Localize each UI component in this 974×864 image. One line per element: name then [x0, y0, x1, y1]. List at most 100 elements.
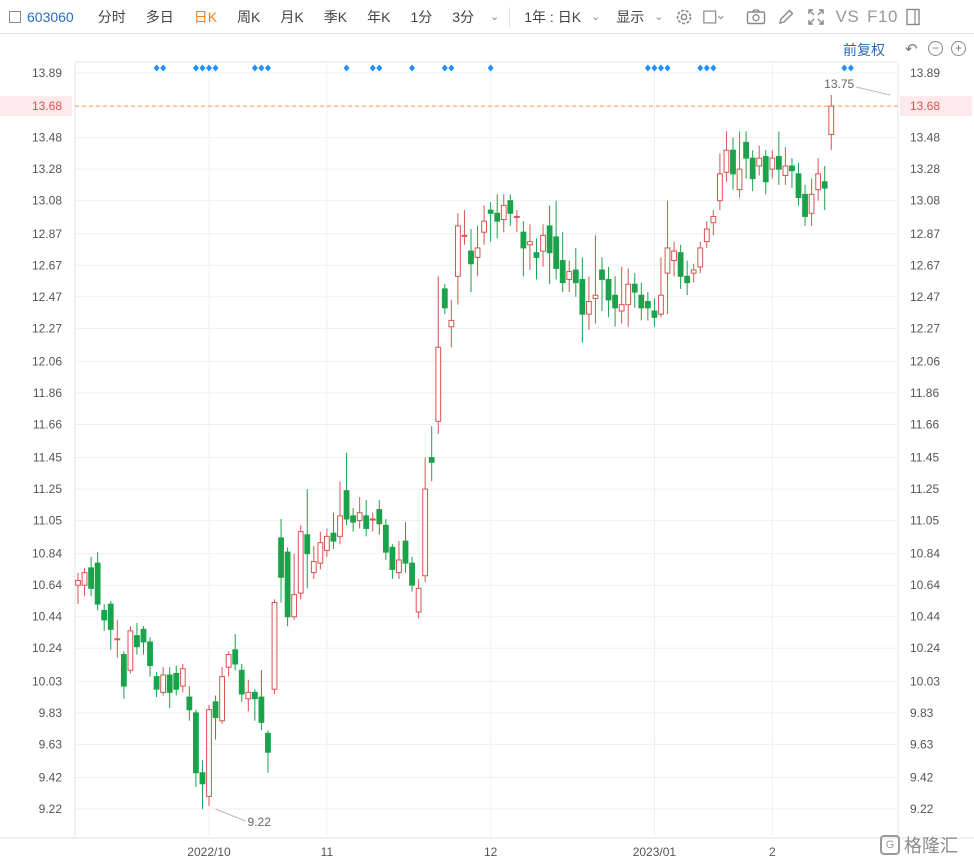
event-marker-icon[interactable] [369, 64, 376, 72]
select-checkbox[interactable] [9, 10, 21, 23]
candle-body[interactable] [762, 156, 769, 183]
candle-body[interactable] [186, 696, 193, 711]
candle-body[interactable] [350, 515, 357, 523]
fullscreen-icon[interactable] [805, 6, 827, 28]
candle-body[interactable] [736, 168, 743, 191]
candle-body[interactable] [363, 515, 370, 529]
event-marker-icon[interactable] [258, 64, 265, 72]
candle-body[interactable] [658, 294, 664, 315]
candle-body[interactable] [330, 532, 337, 542]
event-marker-icon[interactable] [448, 64, 455, 72]
candle-body[interactable] [81, 572, 88, 586]
candle-body[interactable] [802, 193, 808, 217]
candle-body[interactable] [369, 518, 376, 521]
candle-body[interactable] [756, 157, 763, 167]
candle-body[interactable] [258, 696, 265, 723]
candle-body[interactable] [428, 457, 435, 463]
pencil-icon[interactable] [775, 6, 797, 28]
candle-body[interactable] [317, 542, 324, 564]
gear-icon[interactable] [673, 6, 695, 28]
event-marker-icon[interactable] [153, 64, 160, 72]
candle-body[interactable] [625, 283, 632, 306]
candle-body[interactable] [271, 602, 278, 690]
event-marker-icon[interactable] [651, 64, 658, 72]
candle-body[interactable] [461, 234, 468, 237]
chevron-down-icon[interactable]: ⌄ [490, 11, 500, 23]
candle-body[interactable] [769, 157, 776, 170]
event-marker-icon[interactable] [212, 64, 219, 72]
square-tool-icon[interactable] [703, 6, 725, 28]
zoom-out-icon[interactable]: − [928, 41, 943, 56]
tab-monthly-k[interactable]: 月K [280, 8, 304, 25]
f10-button[interactable]: F10 [867, 6, 898, 26]
candle-body[interactable] [382, 524, 389, 553]
candle-body[interactable] [572, 269, 579, 284]
candle-body[interactable] [193, 712, 199, 774]
event-marker-icon[interactable] [703, 64, 710, 72]
tab-intraday[interactable]: 分时 [97, 8, 126, 25]
candle-body[interactable] [638, 294, 645, 309]
candle-body[interactable] [579, 278, 586, 315]
event-marker-icon[interactable] [343, 64, 350, 72]
candle-body[interactable] [441, 288, 448, 309]
candle-body[interactable] [238, 669, 245, 695]
candle-body[interactable] [225, 654, 232, 668]
tab-multi-day[interactable]: 多日 [145, 8, 174, 25]
candle-body[interactable] [284, 551, 291, 618]
candle-body[interactable] [520, 231, 527, 249]
candle-body[interactable] [717, 173, 723, 202]
candle-body[interactable] [808, 193, 815, 214]
event-marker-icon[interactable] [841, 64, 848, 72]
chevron-down-icon[interactable]: ⌄ [591, 11, 601, 23]
candle-body[interactable] [828, 105, 835, 135]
candle-body[interactable] [723, 149, 730, 173]
candle-body[interactable] [684, 275, 691, 284]
tab-yearly-k[interactable]: 年K [367, 8, 391, 25]
candle-body[interactable] [245, 691, 252, 700]
candle-body[interactable] [278, 537, 284, 578]
candle-body[interactable] [140, 628, 147, 643]
candle-body[interactable] [481, 220, 488, 233]
candle-body[interactable] [389, 546, 396, 570]
candle-body[interactable] [422, 488, 429, 577]
candle-body[interactable] [677, 252, 684, 277]
event-marker-icon[interactable] [192, 64, 199, 72]
event-marker-icon[interactable] [160, 64, 167, 72]
candle-body[interactable] [160, 674, 167, 693]
candle-body[interactable] [134, 635, 140, 648]
candle-body[interactable] [795, 173, 802, 199]
candle-body[interactable] [540, 234, 546, 252]
candle-body[interactable] [782, 165, 789, 176]
candle-body[interactable] [94, 562, 101, 605]
tab-3min[interactable]: 3分 [452, 8, 475, 25]
tab-weekly-k[interactable]: 周K [237, 8, 261, 25]
candle-body[interactable] [415, 587, 422, 613]
candle-body[interactable] [356, 512, 363, 522]
candle-body[interactable] [343, 490, 350, 520]
candle-body[interactable] [468, 250, 474, 265]
adjust-mode-button[interactable]: 前复权 [843, 42, 885, 58]
candle-body[interactable] [612, 294, 619, 309]
candle-body[interactable] [173, 672, 180, 690]
candle-body[interactable] [107, 603, 114, 630]
candle-body[interactable] [631, 283, 638, 293]
candle-body[interactable] [533, 252, 540, 258]
candle-body[interactable] [206, 709, 212, 797]
candle-body[interactable] [265, 732, 271, 753]
event-marker-icon[interactable] [199, 64, 206, 72]
display-menu[interactable]: 显示 [616, 8, 645, 25]
candle-body[interactable] [114, 638, 121, 641]
candle-body[interactable] [179, 668, 186, 687]
candle-body[interactable] [775, 156, 782, 170]
candle-body[interactable] [730, 149, 736, 175]
candle-body[interactable] [599, 269, 605, 280]
event-marker-icon[interactable] [264, 64, 271, 72]
tab-1min[interactable]: 1分 [410, 8, 433, 25]
candle-body[interactable] [120, 654, 127, 687]
chevron-down-icon[interactable]: ⌄ [654, 11, 664, 23]
candle-body[interactable] [153, 676, 160, 690]
candle-body[interactable] [821, 181, 828, 189]
vs-button[interactable]: VS [835, 6, 860, 26]
tab-quarterly-k[interactable]: 季K [323, 8, 348, 25]
